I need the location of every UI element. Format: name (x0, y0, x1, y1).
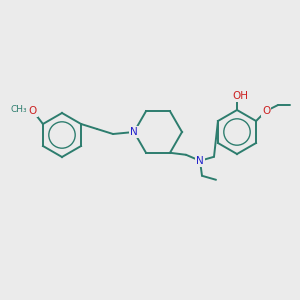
Text: N: N (130, 127, 138, 137)
Text: OH: OH (232, 91, 248, 101)
Text: N: N (196, 156, 204, 166)
Text: O: O (262, 106, 270, 116)
Text: O: O (29, 106, 37, 116)
Text: CH₃: CH₃ (11, 104, 27, 113)
